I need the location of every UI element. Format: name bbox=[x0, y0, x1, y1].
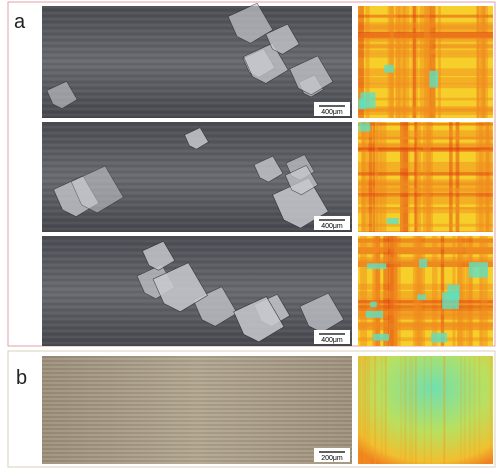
heat-patch bbox=[370, 302, 377, 308]
heat-stripe bbox=[449, 122, 452, 232]
heat-stripe bbox=[360, 356, 362, 464]
scale-label: 400μm bbox=[321, 223, 343, 230]
heat-stripe bbox=[474, 356, 476, 464]
heat-stripe bbox=[358, 106, 493, 110]
heat-stripe bbox=[385, 356, 387, 464]
heat-stripe bbox=[490, 356, 492, 464]
heat-patch bbox=[419, 259, 427, 268]
scale-label: 400μm bbox=[321, 337, 343, 344]
heat-stripe bbox=[490, 122, 493, 232]
heat-stripe bbox=[369, 356, 371, 464]
heat-patch bbox=[384, 65, 394, 73]
heat-stripe bbox=[369, 122, 373, 232]
heat-stripe bbox=[405, 356, 407, 464]
heat-stripe bbox=[412, 356, 414, 464]
scale-label: 200μm bbox=[321, 455, 343, 462]
heat-patch bbox=[417, 295, 426, 300]
heat-stripe bbox=[367, 356, 369, 464]
heat-stripe bbox=[479, 356, 481, 464]
heat-stripe bbox=[375, 356, 377, 464]
heat-patch bbox=[361, 92, 376, 108]
heat-stripe bbox=[374, 122, 377, 232]
heat-stripe bbox=[460, 356, 462, 464]
heat-stripe bbox=[478, 6, 485, 118]
heat-patch bbox=[359, 123, 371, 132]
heat-stripe bbox=[414, 122, 416, 232]
heat-stripe bbox=[430, 356, 432, 464]
heat-stripe bbox=[364, 356, 366, 464]
heat-stripe bbox=[424, 356, 426, 464]
panel-label: a bbox=[14, 11, 26, 33]
heat-stripe bbox=[464, 356, 466, 464]
heat-stripe bbox=[423, 122, 431, 232]
heat-stripe bbox=[404, 356, 406, 464]
heat-patch bbox=[442, 292, 459, 309]
heat-patch bbox=[367, 263, 386, 269]
heat-patch bbox=[387, 218, 399, 224]
heat-stripe bbox=[390, 6, 394, 118]
heat-stripe bbox=[381, 356, 383, 464]
heat-stripe bbox=[415, 356, 417, 464]
heat-stripe bbox=[358, 130, 493, 138]
heat-stripe bbox=[469, 356, 471, 464]
panel-label: b bbox=[16, 367, 27, 389]
heat-stripe bbox=[358, 356, 360, 464]
page: {"panel_a":{"label":"a","rows":[{"scale_… bbox=[0, 0, 496, 468]
heat-stripe bbox=[395, 6, 397, 118]
heat-patch bbox=[366, 311, 383, 318]
heat-stripe bbox=[424, 6, 430, 118]
heat-patch bbox=[429, 71, 438, 88]
heat-stripe bbox=[481, 236, 488, 346]
heat-stripe bbox=[443, 356, 445, 464]
scale-label: 400μm bbox=[321, 109, 343, 116]
figure: a b 400μm 400μm 400μm 200μm bbox=[0, 0, 496, 468]
heat-stripe bbox=[358, 323, 493, 330]
heat-stripe bbox=[362, 356, 364, 464]
scratches bbox=[42, 356, 352, 464]
heat-patch bbox=[373, 334, 389, 341]
heat-stripe bbox=[438, 6, 441, 118]
heat-patch bbox=[469, 262, 488, 277]
heat-stripe bbox=[400, 356, 402, 464]
heat-stripe bbox=[409, 356, 411, 464]
heatmap bbox=[358, 356, 493, 464]
heat-patch bbox=[431, 333, 447, 343]
heat-stripe bbox=[358, 33, 493, 39]
